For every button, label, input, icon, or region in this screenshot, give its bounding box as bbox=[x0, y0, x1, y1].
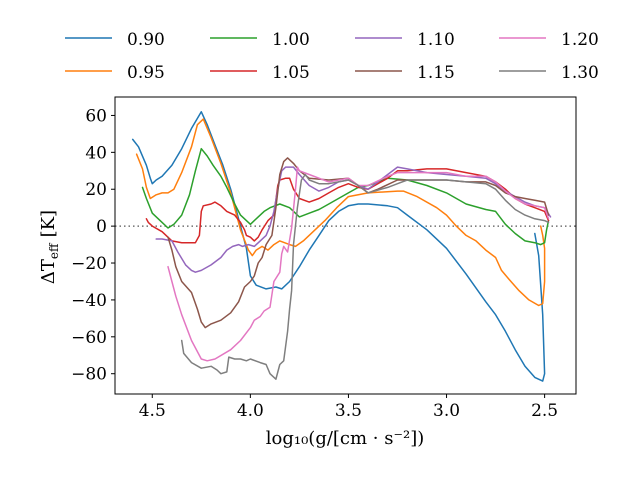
y-tick-label: −20 bbox=[71, 254, 107, 274]
legend-item-1.00: 1.00 bbox=[210, 30, 310, 50]
legend: 0.90 0.95 1.00 1.05 1.10 1.15 1.20 1.30 bbox=[65, 30, 599, 83]
x-tick-label: 4.5 bbox=[139, 401, 166, 421]
y-tick-label: −60 bbox=[71, 328, 107, 348]
legend-label: 1.20 bbox=[561, 30, 599, 50]
series-line-0.90 bbox=[131, 111, 546, 382]
series-line-1.00 bbox=[141, 147, 550, 246]
plot-area bbox=[114, 96, 577, 395]
y-tick-label: 20 bbox=[85, 180, 107, 200]
legend-item-1.20: 1.20 bbox=[499, 30, 599, 50]
y-axis-label: ΔTeff [K] bbox=[38, 210, 61, 284]
series-line-1.15 bbox=[167, 157, 550, 329]
x-axis: 4.5 4.0 3.5 3.0 2.5 bbox=[139, 394, 558, 421]
x-tick-label: 2.5 bbox=[531, 401, 558, 421]
legend-label: 1.05 bbox=[272, 63, 310, 83]
legend-item-1.10: 1.10 bbox=[355, 30, 455, 50]
y-tick-label: 60 bbox=[85, 106, 107, 126]
y-tick-label: 0 bbox=[96, 217, 107, 237]
legend-item-1.30: 1.30 bbox=[499, 63, 599, 83]
legend-item-1.15: 1.15 bbox=[355, 63, 455, 83]
series-line-0.95 bbox=[135, 118, 546, 307]
series-line-1.30 bbox=[180, 173, 550, 380]
y-axis: 60 40 20 0 −20 −40 −60 −80 bbox=[71, 106, 115, 385]
x-tick-label: 3.5 bbox=[335, 401, 362, 421]
legend-label: 0.95 bbox=[127, 63, 165, 83]
series-line-1.20 bbox=[167, 166, 550, 362]
legend-label: 0.90 bbox=[127, 30, 165, 50]
legend-item-0.90: 0.90 bbox=[65, 30, 165, 50]
y-axis-label-sub: eff bbox=[47, 242, 61, 259]
y-axis-label-main: ΔT bbox=[38, 259, 59, 284]
legend-item-1.05: 1.05 bbox=[210, 63, 310, 83]
x-tick-label: 4.0 bbox=[237, 401, 264, 421]
x-tick-label: 3.0 bbox=[433, 401, 460, 421]
y-axis-label-unit: [K] bbox=[38, 210, 59, 238]
y-tick-label: 40 bbox=[85, 143, 107, 163]
y-tick-label: −40 bbox=[71, 291, 107, 311]
y-tick-label: −80 bbox=[71, 365, 107, 385]
x-axis-label: log₁₀(g/[cm · s⁻²]) bbox=[266, 428, 425, 449]
legend-label: 1.15 bbox=[417, 63, 455, 83]
legend-label: 1.10 bbox=[417, 30, 455, 50]
legend-label: 1.00 bbox=[272, 30, 310, 50]
axes-frame bbox=[114, 96, 577, 395]
legend-item-0.95: 0.95 bbox=[65, 63, 165, 83]
legend-label: 1.30 bbox=[561, 63, 599, 83]
